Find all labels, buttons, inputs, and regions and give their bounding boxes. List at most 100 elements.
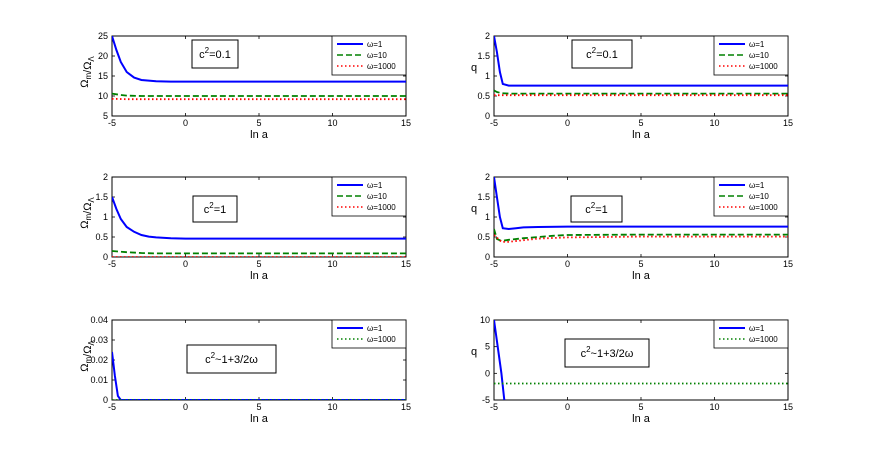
y-tick-label: 0 xyxy=(485,111,490,121)
y-tick-label: -5 xyxy=(482,395,490,405)
annotation-text: c2~1+3/2ω xyxy=(581,345,634,360)
y-tick-label: 0.01 xyxy=(90,375,108,385)
legend: ω=1 ω=1000 xyxy=(331,319,407,349)
x-tick-label: 15 xyxy=(401,259,411,269)
y-tick-label: 0 xyxy=(485,252,490,262)
x-tick-label: 5 xyxy=(638,259,643,269)
annotation-box xyxy=(191,39,239,69)
legend-label: ω=1 xyxy=(749,40,765,49)
x-tick-label: -5 xyxy=(108,259,116,269)
x-tick-label: 5 xyxy=(638,402,643,412)
y-tick-label: 15 xyxy=(98,71,108,81)
x-tick-label: -5 xyxy=(108,118,116,128)
x-tick-label: 15 xyxy=(783,402,793,412)
x-tick-label: 15 xyxy=(401,402,411,412)
x-tick-label: -5 xyxy=(490,402,498,412)
y-tick-label: 1.5 xyxy=(477,51,490,61)
y-tick-label: 0.5 xyxy=(95,232,108,242)
x-tick-label: 10 xyxy=(709,259,719,269)
legend-label: ω=1 xyxy=(367,40,383,49)
x-axis-label: ln a xyxy=(250,129,269,141)
subplot-1: -5 0 5 10 15 5 10 15 20 25 ln a Ωm/ΩΛ ω=1 ω=10 ω=1000 c… xyxy=(79,31,411,141)
subplot-6: -5 0 5 10 15 -5 0 5 10 ln a q ω=1 ω=1000 c2~1+3/2ω xyxy=(471,315,793,425)
x-tick-label: 5 xyxy=(638,118,643,128)
x-tick-label: 10 xyxy=(327,402,337,412)
x-tick-label: -5 xyxy=(490,259,498,269)
x-axis-label: ln a xyxy=(632,129,651,141)
series-line-1 xyxy=(494,320,506,400)
legend-label: ω=10 xyxy=(749,192,769,201)
y-tick-label: 1 xyxy=(485,71,490,81)
x-tick-label: 0 xyxy=(565,118,570,128)
legend-label: ω=10 xyxy=(749,51,769,60)
y-tick-label: 5 xyxy=(103,111,108,121)
legend-label: ω=1 xyxy=(749,324,765,333)
x-tick-label: 5 xyxy=(256,402,261,412)
x-tick-label: -5 xyxy=(108,402,116,412)
x-tick-label: 5 xyxy=(256,118,261,128)
x-tick-label: 0 xyxy=(183,259,188,269)
y-tick-label: 20 xyxy=(98,51,108,61)
series-line-2 xyxy=(112,250,406,255)
series-line-2 xyxy=(112,92,406,97)
y-tick-label: 25 xyxy=(98,31,108,41)
x-tick-label: 10 xyxy=(327,259,337,269)
y-tick-label: 0.03 xyxy=(90,335,108,345)
x-tick-label: 0 xyxy=(183,118,188,128)
legend-label: ω=1 xyxy=(749,181,765,190)
x-axis-label: ln a xyxy=(632,413,651,425)
series-line-1 xyxy=(112,196,406,240)
series-line-1 xyxy=(494,177,788,231)
legend-box xyxy=(713,176,789,217)
annotation-text: c2=0.1 xyxy=(586,46,618,61)
y-tick-label: 1 xyxy=(103,212,108,222)
y-tick-label: 0 xyxy=(103,395,108,405)
y-tick-label: 1 xyxy=(485,212,490,222)
legend-label: ω=1000 xyxy=(367,203,396,212)
annotation-text: c2~1+3/2ω xyxy=(205,351,258,366)
y-tick-label: 0 xyxy=(485,368,490,378)
x-tick-label: 5 xyxy=(256,259,261,269)
legend: ω=1 ω=10 ω=1000 xyxy=(713,176,789,217)
legend: ω=1 ω=10 ω=1000 xyxy=(713,35,789,76)
y-axis-label: q xyxy=(471,346,477,358)
annotation-text: c2=1 xyxy=(204,201,227,216)
series-line-3 xyxy=(494,234,788,243)
annotation-box xyxy=(571,39,633,69)
y-tick-label: 10 xyxy=(480,315,490,325)
x-tick-label: 15 xyxy=(783,259,793,269)
y-tick-label: 0.5 xyxy=(477,232,490,242)
y-tick-label: 0.04 xyxy=(90,315,108,325)
series-line-1 xyxy=(112,351,406,400)
annotation-text: c2=0.1 xyxy=(199,46,231,61)
legend-box xyxy=(331,35,407,76)
annotation-box xyxy=(564,338,650,368)
annotation-box xyxy=(186,344,277,374)
x-tick-label: 10 xyxy=(709,118,719,128)
y-tick-label: 1.5 xyxy=(477,192,490,202)
y-axis-label: q xyxy=(471,62,477,74)
legend: ω=1 ω=1000 xyxy=(713,319,789,349)
y-tick-label: 2 xyxy=(103,172,108,182)
y-tick-label: 0 xyxy=(103,252,108,262)
legend-label: ω=1000 xyxy=(749,62,778,71)
x-axis-label: ln a xyxy=(250,413,269,425)
legend-label: ω=1000 xyxy=(749,203,778,212)
series-line-2 xyxy=(494,89,788,95)
legend-box xyxy=(331,176,407,217)
x-axis-label: ln a xyxy=(632,270,651,282)
legend-box xyxy=(713,35,789,76)
annotation-box xyxy=(570,195,623,223)
legend-label: ω=1 xyxy=(367,181,383,190)
y-tick-label: 0.5 xyxy=(477,91,490,101)
x-tick-label: -5 xyxy=(490,118,498,128)
x-tick-label: 10 xyxy=(327,118,337,128)
legend-label: ω=1000 xyxy=(367,335,396,344)
legend-label: ω=1000 xyxy=(749,335,778,344)
y-tick-label: 2 xyxy=(485,172,490,182)
x-tick-label: 0 xyxy=(183,402,188,412)
legend-label: ω=10 xyxy=(367,51,387,60)
